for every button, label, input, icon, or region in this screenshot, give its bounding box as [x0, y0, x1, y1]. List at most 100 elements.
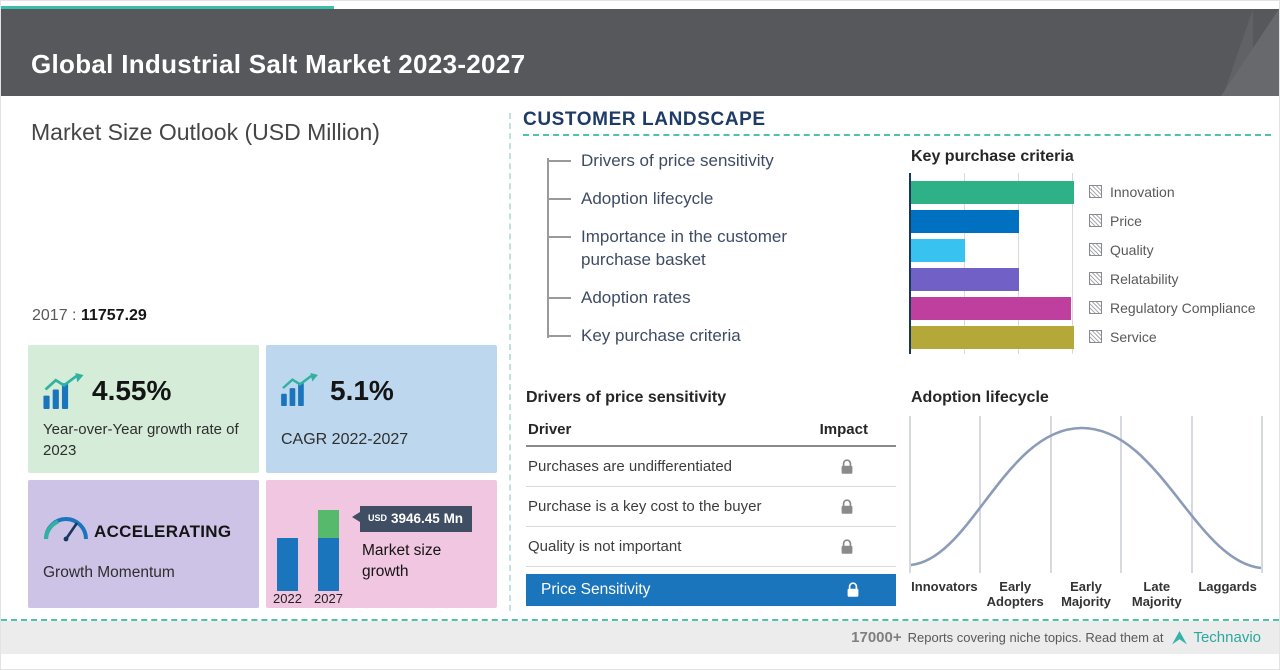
- growth-segment: [318, 510, 339, 538]
- stage-label: Laggards: [1198, 579, 1257, 594]
- base-year-value: 2017 : 11757.29: [32, 307, 147, 325]
- momentum-card: ACCELERATING Growth Momentum: [28, 480, 259, 608]
- checkbox-icon: [1089, 214, 1102, 227]
- chart-bar: [911, 326, 1074, 349]
- chart-bar: [911, 297, 1071, 320]
- connector-line: [547, 158, 549, 338]
- bar-2027: [318, 538, 339, 591]
- chart-grid-line: [1018, 173, 1019, 354]
- bell-curve: [909, 416, 1263, 573]
- lock-icon: [840, 498, 854, 515]
- yoy-growth-card: 4.55% Year-over-Year growth rate of 2023: [28, 345, 259, 473]
- chart-legend: Innovation Price Quality Relatability Re…: [1089, 177, 1256, 351]
- dashed-underline: [523, 134, 1271, 136]
- list-item: Importance in the customer purchase bask…: [547, 225, 843, 271]
- gauge-icon: [43, 512, 89, 542]
- legend-item: Regulatory Compliance: [1089, 293, 1256, 322]
- top-accent-line: [1, 6, 334, 9]
- header-bar: Global Industrial Salt Market 2023-2027: [1, 9, 1279, 96]
- chart-bar: [911, 239, 965, 262]
- cagr-value: 5.1%: [330, 375, 394, 406]
- growth-chart-icon: [43, 373, 85, 410]
- cagr-card: 5.1% CAGR 2022-2027: [266, 345, 497, 473]
- growth-card-label: Market size growth: [362, 542, 442, 580]
- chart-bar: [911, 210, 1019, 233]
- momentum-value: ACCELERATING: [94, 522, 232, 541]
- price-sensitivity-highlight-row: Price Sensitivity: [526, 574, 896, 606]
- row-label: Purchases are undifferentiated: [528, 458, 733, 475]
- row-label: Quality is not important: [528, 538, 682, 555]
- header-decoration: [1221, 9, 1279, 96]
- year-label-end: 2027: [314, 591, 343, 606]
- legend-item: Quality: [1089, 235, 1256, 264]
- legend-item: Relatability: [1089, 264, 1256, 293]
- section-divider: [509, 113, 511, 611]
- footer-dashed-line: [1, 619, 1279, 621]
- legend-item: Price: [1089, 206, 1256, 235]
- market-size-title: Market Size Outlook (USD Million): [31, 119, 380, 145]
- technavio-logo: Technavio: [1172, 629, 1261, 646]
- yoy-label: Year-over-Year growth rate of 2023: [43, 421, 239, 459]
- market-size-growth-card: 2022 2027 USD 3946.45 Mn Market size grow…: [266, 480, 497, 608]
- checkbox-icon: [1089, 272, 1102, 285]
- footer-bar: 17000+ Reports covering niche topics. Re…: [1, 621, 1279, 654]
- lock-icon: [840, 538, 854, 555]
- stage-label: Late Majority: [1131, 579, 1182, 609]
- column-impact: Impact: [819, 421, 868, 438]
- base-value: 11757.29: [80, 307, 147, 324]
- checkbox-icon: [1089, 330, 1102, 343]
- badge-amount: 3946.45 Mn: [391, 511, 464, 526]
- legend-label: Regulatory Compliance: [1110, 299, 1256, 316]
- price-sensitivity-title: Drivers of price sensitivity: [526, 389, 727, 406]
- legend-label: Price: [1110, 212, 1142, 229]
- page-title: Global Industrial Salt Market 2023-2027: [31, 49, 526, 79]
- key-purchase-criteria-title: Key purchase criteria: [911, 148, 1074, 165]
- chart-bar: [911, 181, 1074, 204]
- separator: :: [72, 307, 77, 324]
- yoy-value: 4.55%: [92, 375, 172, 406]
- logo-mark-icon: [1172, 630, 1188, 644]
- lock-icon: [846, 582, 860, 598]
- logo-text: Technavio: [1193, 629, 1261, 646]
- column-driver: Driver: [528, 421, 572, 438]
- price-sensitivity-table: Driver Impact Purchases are undifferenti…: [526, 421, 896, 606]
- usd-badge: USD 3946.45 Mn: [351, 506, 473, 532]
- landscape-list: Drivers of price sensitivity Adoption li…: [547, 149, 867, 362]
- table-header: Driver Impact: [526, 421, 896, 447]
- growth-chart-icon: [281, 373, 319, 407]
- checkbox-icon: [1089, 243, 1102, 256]
- stage-labels: Innovators Early Adopters Early Majority…: [909, 579, 1263, 610]
- list-item: Drivers of price sensitivity: [547, 149, 843, 172]
- bar-2022: [277, 538, 298, 591]
- legend-label: Innovation: [1110, 183, 1175, 200]
- checkbox-icon: [1089, 185, 1102, 198]
- stat-cards: 4.55% Year-over-Year growth rate of 2023…: [28, 345, 497, 608]
- stage-label: Early Adopters: [986, 579, 1044, 609]
- chart-grid-line: [964, 173, 965, 354]
- key-purchase-criteria-chart: [909, 173, 1074, 354]
- legend-label: Service: [1110, 328, 1157, 345]
- checkbox-icon: [1089, 301, 1102, 314]
- legend-label: Quality: [1110, 241, 1154, 258]
- momentum-label: Growth Momentum: [43, 564, 175, 581]
- row-label: Purchase is a key cost to the buyer: [528, 498, 762, 515]
- stage-label: Early Majority: [1061, 579, 1111, 609]
- base-year: 2017: [32, 307, 68, 324]
- legend-item: Service: [1089, 322, 1256, 351]
- lock-icon: [840, 458, 854, 475]
- adoption-lifecycle-title: Adoption lifecycle: [911, 389, 1049, 406]
- list-item: Adoption lifecycle: [547, 187, 843, 210]
- report-count: 17000+: [851, 629, 902, 646]
- cagr-label: CAGR 2022-2027: [281, 431, 409, 448]
- table-row: Purchases are undifferentiated: [526, 447, 896, 487]
- footer-text: Reports covering niche topics. Read them…: [907, 630, 1164, 645]
- chart-grid-line: [1072, 173, 1073, 354]
- table-row: Purchase is a key cost to the buyer: [526, 487, 896, 527]
- list-item: Adoption rates: [547, 286, 843, 309]
- stage-label: Innovators: [911, 579, 978, 594]
- adoption-lifecycle-chart: [909, 413, 1263, 576]
- legend-item: Innovation: [1089, 177, 1256, 206]
- customer-landscape-title: CUSTOMER LANDSCAPE: [523, 109, 766, 130]
- year-label-start: 2022: [273, 591, 302, 606]
